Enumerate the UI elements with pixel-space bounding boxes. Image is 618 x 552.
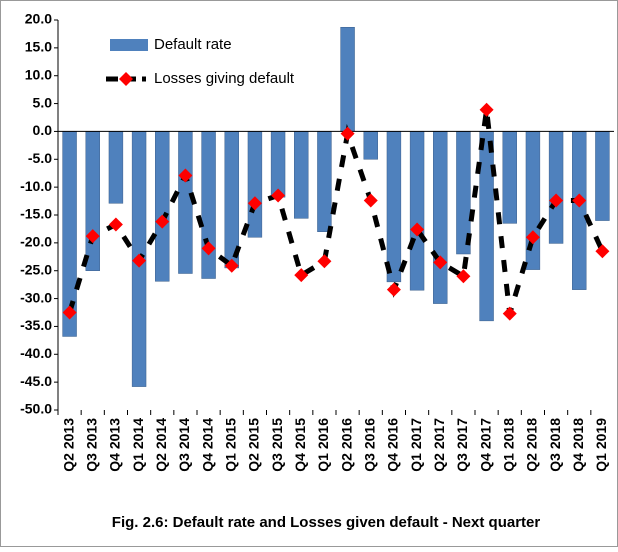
marker [155, 214, 170, 229]
y-tick-label: 20.0 [25, 11, 52, 27]
x-tick-label: Q2 2016 [338, 418, 354, 472]
marker [85, 229, 100, 244]
x-tick-label: Q1 2016 [315, 418, 331, 472]
y-tick-label: -5.0 [28, 150, 52, 166]
marker [247, 196, 262, 211]
bar [317, 131, 332, 232]
bar [433, 131, 448, 304]
marker [595, 244, 610, 259]
x-tick-label: Q2 2015 [246, 418, 262, 472]
bar [270, 131, 286, 198]
y-tick-label: 10.0 [25, 66, 52, 82]
legend-swatch [110, 39, 148, 51]
bar [178, 131, 193, 274]
legend-marker [119, 72, 133, 86]
marker [317, 254, 332, 269]
x-tick-label: Q2 2013 [60, 418, 76, 472]
y-tick-label: -45.0 [20, 373, 52, 389]
marker [549, 193, 564, 208]
bar [108, 131, 124, 204]
marker [132, 253, 147, 268]
y-tick-label: 15.0 [25, 39, 52, 55]
y-tick-label: -20.0 [20, 234, 52, 250]
bar [548, 131, 564, 244]
x-tick-label: Q1 2015 [222, 418, 238, 472]
chart-title: Fig. 2.6: Default rate and Losses given … [112, 514, 541, 531]
bar [363, 131, 378, 160]
y-tick-label: 0.0 [33, 122, 53, 138]
marker [363, 193, 378, 208]
x-tick-label: Q1 2014 [130, 418, 146, 472]
x-tick-label: Q4 2013 [107, 418, 123, 472]
marker [433, 255, 448, 270]
y-tick-label: 5.0 [33, 94, 53, 110]
bar [479, 131, 494, 322]
x-tick-label: Q3 2014 [176, 418, 192, 472]
x-tick-label: Q4 2014 [199, 418, 215, 472]
x-tick-label: Q2 2017 [431, 418, 447, 472]
x-tick-label: Q4 2015 [292, 418, 308, 472]
x-tick-label: Q4 2018 [570, 418, 586, 472]
line [67, 109, 605, 315]
bar [409, 131, 425, 291]
marker [479, 102, 494, 117]
marker [572, 193, 587, 208]
y-tick-label: -40.0 [20, 345, 52, 361]
x-tick-label: Q3 2018 [547, 418, 563, 472]
marker [201, 241, 216, 256]
marker [386, 282, 401, 297]
marker [271, 188, 286, 203]
x-tick-label: Q3 2017 [454, 418, 470, 472]
y-tick-label: -50.0 [20, 401, 52, 417]
y-tick-label: -30.0 [20, 289, 52, 305]
bar [201, 131, 216, 279]
x-tick-label: Q3 2015 [269, 418, 285, 472]
marker [502, 306, 517, 321]
x-tick-label: Q3 2016 [361, 418, 377, 472]
marker [62, 305, 77, 320]
y-tick-label: -15.0 [20, 206, 52, 222]
marker [108, 217, 123, 232]
y-tick-label: -25.0 [20, 261, 52, 277]
x-tick-label: Q1 2019 [593, 418, 609, 472]
marker [224, 258, 239, 273]
marker [410, 222, 425, 237]
bar [595, 131, 610, 221]
x-tick-label: Q2 2018 [524, 418, 540, 472]
bar [386, 131, 402, 283]
bar [340, 26, 355, 132]
x-tick-label: Q1 2018 [500, 418, 516, 472]
x-tick-label: Q2 2014 [153, 418, 169, 472]
legend-label: Default rate [154, 36, 232, 53]
bar [155, 131, 170, 282]
x-tick-label: Q1 2017 [408, 418, 424, 472]
x-tick-label: Q3 2013 [83, 418, 99, 472]
marker [340, 126, 355, 141]
legend-label: Losses giving default [154, 70, 295, 87]
marker [178, 168, 193, 183]
x-tick-label: Q4 2016 [385, 418, 401, 472]
bar [294, 131, 309, 219]
y-tick-label: -10.0 [20, 178, 52, 194]
bar [247, 131, 263, 238]
bar [85, 131, 100, 271]
marker [294, 268, 309, 283]
bar [572, 131, 587, 290]
y-tick-label: -35.0 [20, 317, 52, 333]
marker [456, 269, 471, 284]
x-tick-label: Q4 2017 [477, 418, 493, 472]
bar [502, 131, 517, 224]
marker [525, 230, 540, 245]
